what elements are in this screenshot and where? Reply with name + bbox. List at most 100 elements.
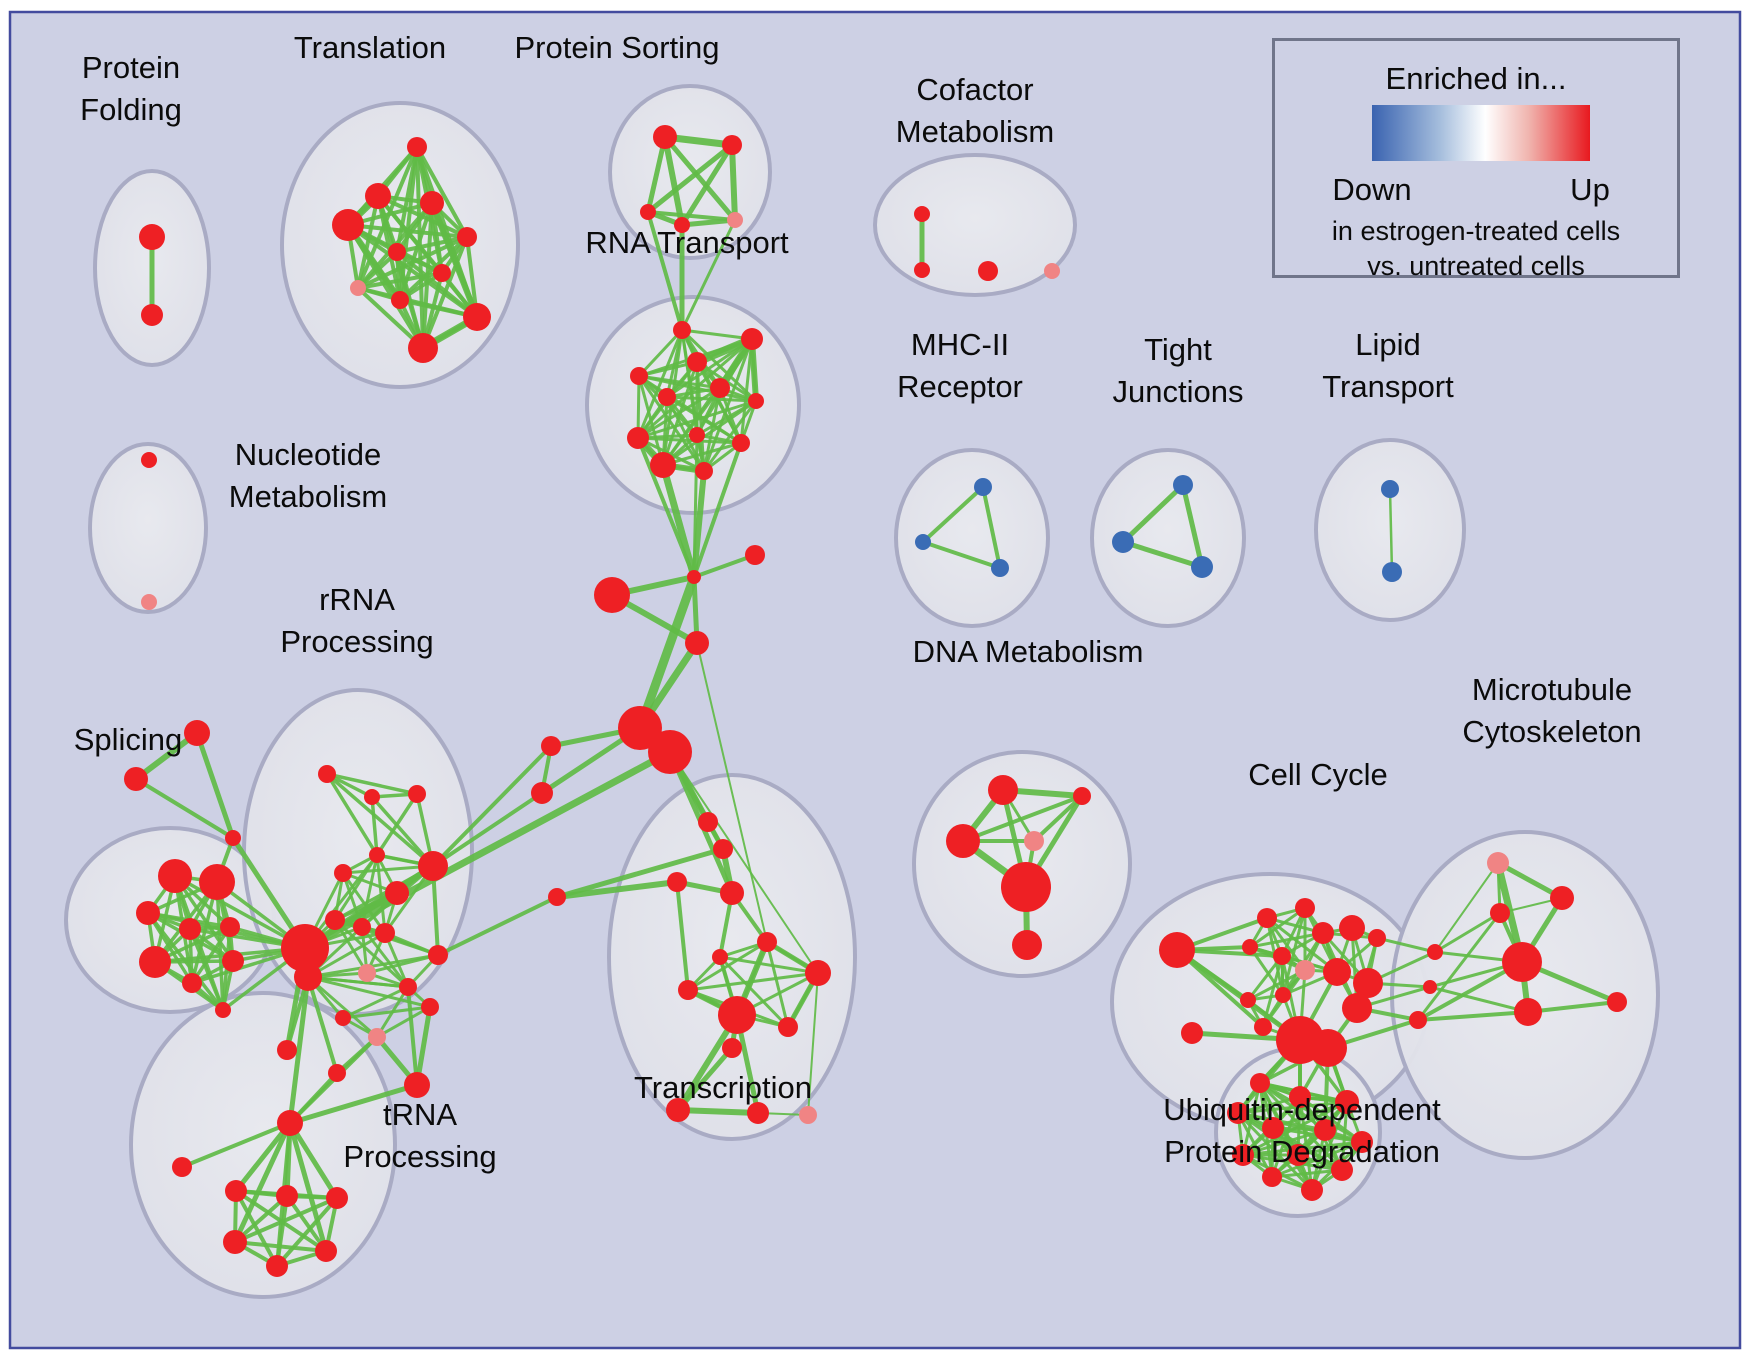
edge-rr6-c5a	[431, 744, 553, 868]
node-rr14	[335, 1010, 351, 1026]
edge-rr12-j4	[436, 895, 559, 957]
edge-s2-s9	[215, 880, 225, 1012]
edge-tr1-tr6	[232, 1120, 293, 1245]
cluster-label-cell-cycle: Cell Cycle	[1248, 757, 1388, 792]
cluster-ellipse-tight-junctions	[1090, 448, 1246, 628]
nodes-layer	[124, 125, 1627, 1277]
node-m1	[974, 478, 992, 496]
node-t7	[433, 264, 451, 282]
node-cc6	[1242, 939, 1258, 955]
edge-rr1-rr4	[325, 772, 379, 857]
edge-ps1-ps5	[662, 134, 738, 223]
edge-x4-x7	[675, 880, 690, 992]
node-t2	[365, 183, 391, 209]
node-t6	[388, 243, 406, 261]
cluster-label-protein-folding: Protein Folding	[80, 50, 182, 127]
node-x12	[666, 1098, 690, 1122]
edge-rr14-rr15	[341, 1005, 432, 1020]
edge-rr10-H2	[306, 931, 387, 979]
node-cc10	[1353, 968, 1383, 998]
edge-rr2-rr6	[370, 795, 435, 868]
edge-x2-j4	[554, 846, 726, 900]
edge-tr1-rr17	[287, 1082, 420, 1126]
node-x9	[718, 996, 756, 1034]
node-s6	[139, 946, 171, 978]
node-c1	[914, 206, 930, 222]
edge-r6-r7	[665, 395, 758, 403]
edge-tr6-tr7	[233, 1240, 328, 1253]
edge-r2-r10	[739, 337, 754, 445]
edge-t4-t10	[430, 201, 479, 319]
edge-rr1-rr3	[325, 772, 419, 796]
node-H1	[281, 924, 329, 972]
node-H2	[294, 963, 322, 991]
node-x5	[757, 932, 777, 952]
node-rr18	[277, 1040, 297, 1060]
node-d2	[1073, 787, 1091, 805]
edge-t5-t6	[395, 235, 469, 254]
edge-ps2-ps3	[645, 142, 735, 215]
node-r4	[630, 367, 648, 385]
legend-caption-line1: in estrogen-treated cells	[1331, 216, 1621, 246]
edge-cc17-mt1	[1434, 862, 1499, 953]
node-cc7	[1273, 947, 1291, 965]
edge-rr4-rr9	[360, 853, 379, 929]
edge-ps2-ps5	[729, 142, 738, 223]
edge-t6-t10	[395, 250, 479, 319]
node-c5a	[541, 736, 561, 756]
edge-s1-s8	[173, 874, 235, 963]
edge-x6-x8	[718, 955, 820, 975]
edge-r11-j1	[659, 461, 698, 581]
node-x4	[667, 872, 687, 892]
node-r5	[710, 378, 730, 398]
node-rr9	[353, 918, 371, 936]
node-sat2	[124, 767, 148, 791]
node-n1	[141, 452, 157, 468]
edge-ps4-ps5	[679, 217, 738, 228]
cluster-label-nucleotide-metabolism: Nucleotide Metabolism	[229, 437, 388, 514]
node-x13	[747, 1102, 769, 1124]
edge-r4-r7	[637, 374, 758, 403]
edge-rr5-rr9	[341, 871, 364, 929]
node-b1	[594, 577, 630, 613]
edge-d2-d3	[961, 794, 1084, 843]
node-l1	[1381, 480, 1399, 498]
edge-rr16-H2	[306, 975, 379, 1039]
node-cc0	[1159, 932, 1195, 968]
edge-rr17-rr15	[414, 1004, 433, 1088]
cluster-ellipse-mhc-ii-receptor	[894, 448, 1050, 628]
node-cc16	[1409, 1011, 1427, 1029]
edge-cc18-mt5	[1428, 985, 1530, 1014]
edge-rr13-rr14	[341, 985, 410, 1020]
node-rr12	[428, 945, 448, 965]
node-c3	[978, 261, 998, 281]
edge-rr15-H2	[306, 975, 432, 1009]
cluster-label-rrna-processing: rRNA Processing	[280, 582, 433, 659]
legend-gradient-bar	[1372, 105, 1590, 161]
node-n2	[141, 594, 157, 610]
node-rr16	[368, 1028, 386, 1046]
node-j2	[745, 545, 765, 565]
node-r6	[658, 388, 676, 406]
edge-cc8-cc11	[1246, 968, 1307, 1002]
node-tj2	[1112, 531, 1134, 553]
edge-tr1-tr2	[180, 1121, 292, 1169]
edge-j1-j2	[692, 553, 757, 579]
node-r9	[689, 427, 705, 443]
node-cc11	[1240, 992, 1256, 1008]
edge-t2-t8	[356, 194, 380, 290]
edge-tj1-tj2	[1120, 482, 1186, 545]
node-cc3	[1312, 922, 1334, 944]
edge-r2-r6	[665, 337, 754, 399]
node-cc9	[1323, 958, 1351, 986]
node-tr8	[266, 1255, 288, 1277]
node-mt4	[1502, 942, 1542, 982]
node-rr17	[404, 1072, 430, 1098]
edge-tr1-tr5	[287, 1120, 340, 1201]
node-x14	[799, 1106, 817, 1124]
node-d3	[946, 824, 980, 858]
node-t5	[457, 227, 477, 247]
edge-r10-j1	[692, 441, 743, 579]
edge-u7-u11	[1270, 1140, 1364, 1179]
node-rr11	[358, 964, 376, 982]
